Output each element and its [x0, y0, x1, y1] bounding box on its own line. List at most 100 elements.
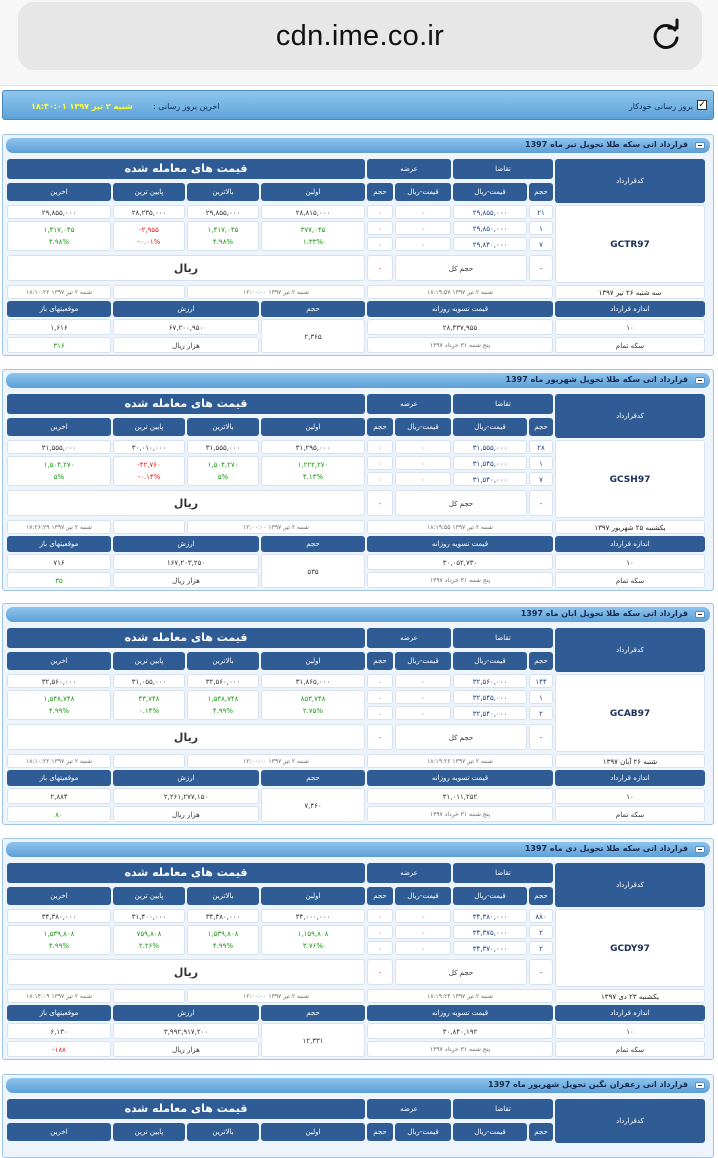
demand-count: ۲ [529, 941, 553, 955]
supply-dash: - [367, 490, 393, 516]
demand-price[interactable]: ۳۴,۳۸۰,۰۰۰ [453, 909, 527, 923]
header-value: ارزش [113, 301, 259, 317]
header-demand-count: حجم [529, 418, 553, 436]
collapse-icon[interactable] [695, 1082, 705, 1089]
delivery-date: یکشنبه ۲۳ دی ۱۳۹۷ [555, 989, 705, 1003]
first-change-value: ۳۷۷,۰۴۵ [300, 226, 326, 234]
demand-price[interactable]: ۲۹,۸۵۵,۰۰۰ [453, 205, 527, 219]
supply-count: ۰ [367, 205, 393, 219]
header-lowest: پایین ترین [113, 183, 185, 201]
supply-count: ۰ [367, 909, 393, 923]
demand-price[interactable]: ۳۲,۵۴۵,۰۰۰ [453, 690, 527, 704]
open-positions-change: -۱۸۸ [7, 1041, 111, 1057]
highest-change-value: ۱,۵۴۸,۷۴۸ [207, 695, 239, 703]
demand-count: ۱ [529, 221, 553, 235]
supply-price: ۰ [395, 909, 451, 923]
supply-dash: - [367, 724, 393, 750]
demand-count: ۲۱ [529, 205, 553, 219]
header-demand-price: قیمت-ریال [453, 418, 527, 436]
contract-title: قرارداد اتی سکه طلا تحویل دی ماه 1397 [524, 844, 688, 853]
collapse-icon[interactable] [695, 846, 705, 853]
demand-count: ۷ [529, 472, 553, 486]
demand-price[interactable]: ۲۹,۸۵۰,۰۰۰ [453, 221, 527, 235]
contract-code[interactable]: GCTR97 [555, 205, 705, 283]
first-change-value: ۸۵۳,۷۴۸ [300, 695, 326, 703]
demand-price[interactable]: ۳۴,۳۷۰,۰۰۰ [453, 941, 527, 955]
header-demand: تقاضا [453, 394, 553, 414]
highest-change-percent: ۴.۹۸% [212, 238, 234, 246]
highest-price: ۳۲,۵۶۰,۰۰۰ [187, 674, 259, 688]
header-supply-price: قیمت-ریال [395, 1123, 451, 1141]
delivery-date: یکشنبه ۲۵ شهریور ۱۳۹۷ [555, 520, 705, 534]
first-change: ۳۷۷,۰۴۵ ۱.۳۳% [261, 221, 365, 251]
demand-price[interactable]: ۳۱,۵۴۰,۰۰۰ [453, 472, 527, 486]
contract-code[interactable]: GCDY97 [555, 909, 705, 987]
auto-refresh-checkbox[interactable]: ✓ [697, 100, 707, 110]
supply-dash: - [367, 255, 393, 281]
last-change-value: ۱,۵۳۹,۸۰۸ [43, 930, 75, 938]
header-first: اولین [261, 652, 365, 670]
header-supply-count: حجم [367, 887, 393, 905]
address-bar[interactable]: cdn.ime.co.ir [18, 2, 702, 70]
header-last: اخرین [7, 1123, 111, 1141]
header-demand-count: حجم [529, 183, 553, 201]
first-change: ۱,۱۵۹,۸۰۸ ۳.۷۶% [261, 925, 365, 955]
demand-price[interactable]: ۳۱,۵۴۵,۰۰۰ [453, 456, 527, 470]
demand-dash: - [529, 959, 553, 985]
last-time: شنبه ۲ تیر ۱۳۹۷ ۱۸:۱۰:۲۲ [7, 754, 111, 768]
daily-settlement: ۳۰,۰۵۲,۷۳۰ [367, 554, 553, 570]
reload-icon[interactable] [648, 18, 684, 54]
settlement-date: پنج شنبه ۳۱ خرداد ۱۳۹۷ [367, 1041, 553, 1057]
header-lowest: پایین ترین [113, 887, 185, 905]
supply-price: ۰ [395, 205, 451, 219]
demand-price[interactable]: ۳۲,۵۴۰,۰۰۰ [453, 706, 527, 720]
thousand-rial-label: هزار ریال [113, 1041, 259, 1057]
total-volume-label: حجم کل [395, 724, 527, 750]
highest-change-value: ۱,۵۳۹,۸۰۸ [207, 930, 239, 938]
contract-size: ۱۰ [555, 788, 705, 804]
last-price: ۲۹,۸۵۵,۰۰۰ [7, 205, 111, 219]
browser-toolbar: cdn.ime.co.ir [0, 0, 718, 86]
demand-price[interactable]: ۳۱,۵۵۵,۰۰۰ [453, 440, 527, 454]
lowest-change: -۲,۹۵۵ -۰.۰۱% [113, 221, 185, 251]
supply-count: ۰ [367, 472, 393, 486]
header-supply-price: قیمت-ریال [395, 183, 451, 201]
header-last: اخرین [7, 418, 111, 436]
collapse-icon[interactable] [695, 611, 705, 618]
header-first: اولین [261, 1123, 365, 1141]
header-supply-count: حجم [367, 652, 393, 670]
header-volume: حجم [261, 1005, 365, 1021]
rial-label: ریال [7, 724, 365, 750]
demand-count: ۲ [529, 925, 553, 939]
rial-label: ریال [7, 490, 365, 516]
demand-price[interactable]: ۳۲,۵۶۰,۰۰۰ [453, 674, 527, 688]
collapse-icon[interactable] [695, 377, 705, 384]
header-traded-prices: قیمت های معامله شده [7, 863, 365, 883]
header-lowest: پایین ترین [113, 418, 185, 436]
header-last: اخرین [7, 652, 111, 670]
contract-code[interactable]: GCSH97 [555, 440, 705, 518]
header-demand: تقاضا [453, 159, 553, 179]
header-supply-price: قیمت-ریال [395, 887, 451, 905]
demand-price[interactable]: ۲۹,۸۴۰,۰۰۰ [453, 237, 527, 251]
trade-value: ۶۷,۲۰۰,۹۵۰ [113, 319, 259, 335]
contract-title: قرارداد اتی سکه طلا تحویل تیر ماه 1397 [525, 140, 688, 149]
contract-title: قرارداد اتی سکه طلا تحویل ابان ماه 1397 [520, 609, 688, 618]
header-supply: عرضه [367, 1099, 451, 1119]
contract-code[interactable]: GCAB97 [555, 674, 705, 752]
daily-settlement: ۳۱,۰۱۱,۲۵۲ [367, 788, 553, 804]
header-open-positions: موقعیتهای باز [7, 536, 111, 552]
header-contract-size: اندازه قرارداد [555, 770, 705, 786]
contract-panel: قرارداد اتی سکه طلا تحویل تیر ماه 1397 کد… [2, 134, 714, 356]
supply-count: ۰ [367, 456, 393, 470]
collapse-icon[interactable] [695, 142, 705, 149]
contract-title: قرارداد اتی زعفران نگین تحویل شهریور ماه… [488, 1080, 688, 1089]
highest-change: ۱,۵۰۴,۲۷۰ ۵% [187, 456, 259, 486]
demand-time: شنبه ۲ تیر ۱۳۹۷ ۱۸:۱۹:۵۵ [367, 520, 553, 534]
demand-price[interactable]: ۳۴,۳۷۵,۰۰۰ [453, 925, 527, 939]
url-text[interactable]: cdn.ime.co.ir [275, 20, 445, 52]
contract-panel-header: قرارداد اتی سکه طلا تحویل شهریور ماه 139… [6, 373, 710, 388]
header-value: ارزش [113, 536, 259, 552]
header-supply: عرضه [367, 394, 451, 414]
lowest-price: ۳۰,۰۱۰,۰۰۰ [113, 440, 185, 454]
